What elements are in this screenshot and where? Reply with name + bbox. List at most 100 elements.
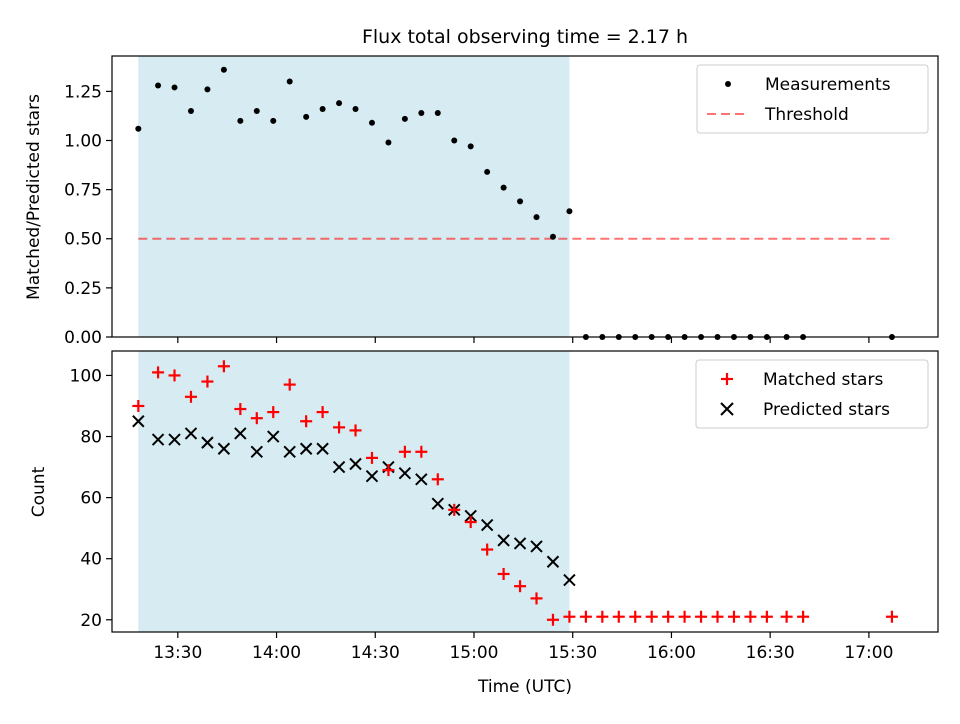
matched-star-point	[780, 610, 793, 623]
matched-star-point	[629, 610, 642, 623]
bottom-y-axis-label: Count	[29, 466, 49, 517]
predicted-star-point	[480, 518, 494, 532]
measurement-point	[566, 208, 573, 215]
measurement-point	[336, 100, 343, 107]
matched-star-point	[579, 610, 592, 623]
x-tick-label: 14:00	[252, 643, 301, 663]
matched-star-point	[333, 421, 346, 434]
predicted-star-point	[168, 433, 181, 446]
matched-star-point	[152, 366, 165, 379]
measurement-point	[303, 113, 310, 120]
bottom-panel: 20 40 60 80 100 13:30 14:00 14:30 15:00 15:30 16:…	[29, 350, 939, 697]
y-tick-label: 80	[80, 428, 102, 448]
legend-predicted-label: Predicted stars	[763, 400, 890, 420]
x-tick-label: 16:00	[647, 643, 696, 663]
legend-matched-label: Matched stars	[763, 370, 883, 390]
y-tick-label: 20	[80, 611, 102, 631]
x-tick-label: 13:30	[153, 643, 202, 663]
predicted-star-point	[563, 573, 576, 587]
y-tick-label: 40	[80, 550, 102, 570]
matched-star-point	[250, 412, 263, 425]
y-tick-label: 0.25	[64, 279, 102, 299]
predicted-star-point	[316, 442, 329, 455]
y-tick-label: 0.00	[64, 328, 102, 348]
matched-star-point	[132, 399, 145, 412]
top-x-ticks	[177, 337, 870, 343]
bottom-legend-box	[695, 359, 929, 429]
predicted-star-point	[365, 470, 379, 483]
predicted-star-point	[431, 497, 444, 510]
legend-matched-marker	[721, 373, 733, 385]
measurement-point	[204, 86, 211, 93]
predicted-star-point	[250, 445, 264, 459]
matched-star-point	[283, 378, 296, 391]
matched-star-point	[514, 580, 527, 593]
measurement-point	[533, 214, 540, 221]
measurement-point	[549, 233, 556, 240]
matched-star-point	[234, 403, 247, 416]
matched-star-point	[612, 610, 625, 623]
matched-star-point	[645, 610, 658, 623]
top-y-axis-label: Matched/Predicted stars	[24, 94, 44, 300]
measurement-point	[467, 143, 474, 150]
bottom-points	[132, 360, 898, 626]
predicted-star-point	[299, 442, 313, 455]
predicted-star-point	[283, 445, 296, 459]
predicted-star-point	[217, 442, 231, 455]
matched-star-point	[760, 610, 773, 623]
y-tick-label: 1.25	[64, 82, 102, 102]
measurement-point	[352, 106, 359, 113]
measurement-point	[155, 82, 162, 89]
matched-star-point	[563, 610, 576, 623]
measurement-point	[220, 66, 227, 73]
y-tick-label: 0.75	[64, 181, 102, 201]
measurement-point	[484, 168, 491, 175]
measurement-point	[385, 139, 392, 146]
y-tick-label: 1.00	[64, 131, 102, 151]
top-panel: 0.00 0.25 0.50 0.75 1.00 1.25 Matched/Predict…	[24, 55, 939, 348]
x-tick-label: 17:00	[844, 643, 893, 663]
matched-star-point	[885, 610, 898, 623]
predicted-star-point	[132, 415, 145, 428]
matched-star-point	[300, 415, 313, 428]
bottom-x-ticks: 13:30 14:00 14:30 15:00 15:30 16:00 16:30 17:00	[153, 632, 893, 663]
matched-star-point	[201, 375, 214, 388]
predicted-star-point	[349, 457, 362, 471]
matched-star-point	[431, 473, 444, 486]
matched-star-point	[448, 503, 461, 516]
y-tick-label: 0.50	[64, 230, 102, 250]
matched-star-point	[382, 464, 395, 477]
top-legend-box	[696, 64, 929, 134]
predicted-star-point	[332, 460, 346, 474]
measurement-point	[171, 84, 178, 91]
predicted-star-point	[464, 509, 477, 523]
predicted-star-point	[184, 427, 198, 440]
bottom-y-ticks: 20 40 60 80 100	[70, 366, 112, 631]
x-tick-label: 15:30	[548, 643, 597, 663]
measurement-point	[368, 119, 375, 126]
matched-star-point	[316, 406, 329, 419]
measurement-point	[253, 108, 260, 115]
measurement-point	[319, 106, 326, 113]
matched-star-point	[678, 610, 691, 623]
predicted-star-point	[267, 430, 280, 443]
matched-star-point	[267, 406, 280, 419]
x-axis-label: Time (UTC)	[477, 677, 572, 697]
predicted-star-point	[497, 534, 510, 547]
matched-star-point	[184, 390, 197, 403]
predicted-star-point	[398, 466, 412, 480]
legend-predicted-marker	[720, 402, 734, 416]
matched-star-point	[349, 424, 362, 437]
matched-star-point	[168, 369, 181, 382]
predicted-star-point	[415, 473, 428, 486]
bottom-legend: Matched stars Predicted stars	[695, 359, 929, 429]
matched-star-point	[217, 360, 230, 373]
matched-star-point	[797, 610, 810, 623]
matched-star-point	[464, 516, 477, 529]
y-tick-label: 60	[80, 489, 102, 509]
matched-star-point	[546, 613, 559, 626]
measurement-point	[517, 198, 524, 205]
measurement-point	[401, 115, 408, 122]
predicted-star-point	[513, 537, 527, 550]
